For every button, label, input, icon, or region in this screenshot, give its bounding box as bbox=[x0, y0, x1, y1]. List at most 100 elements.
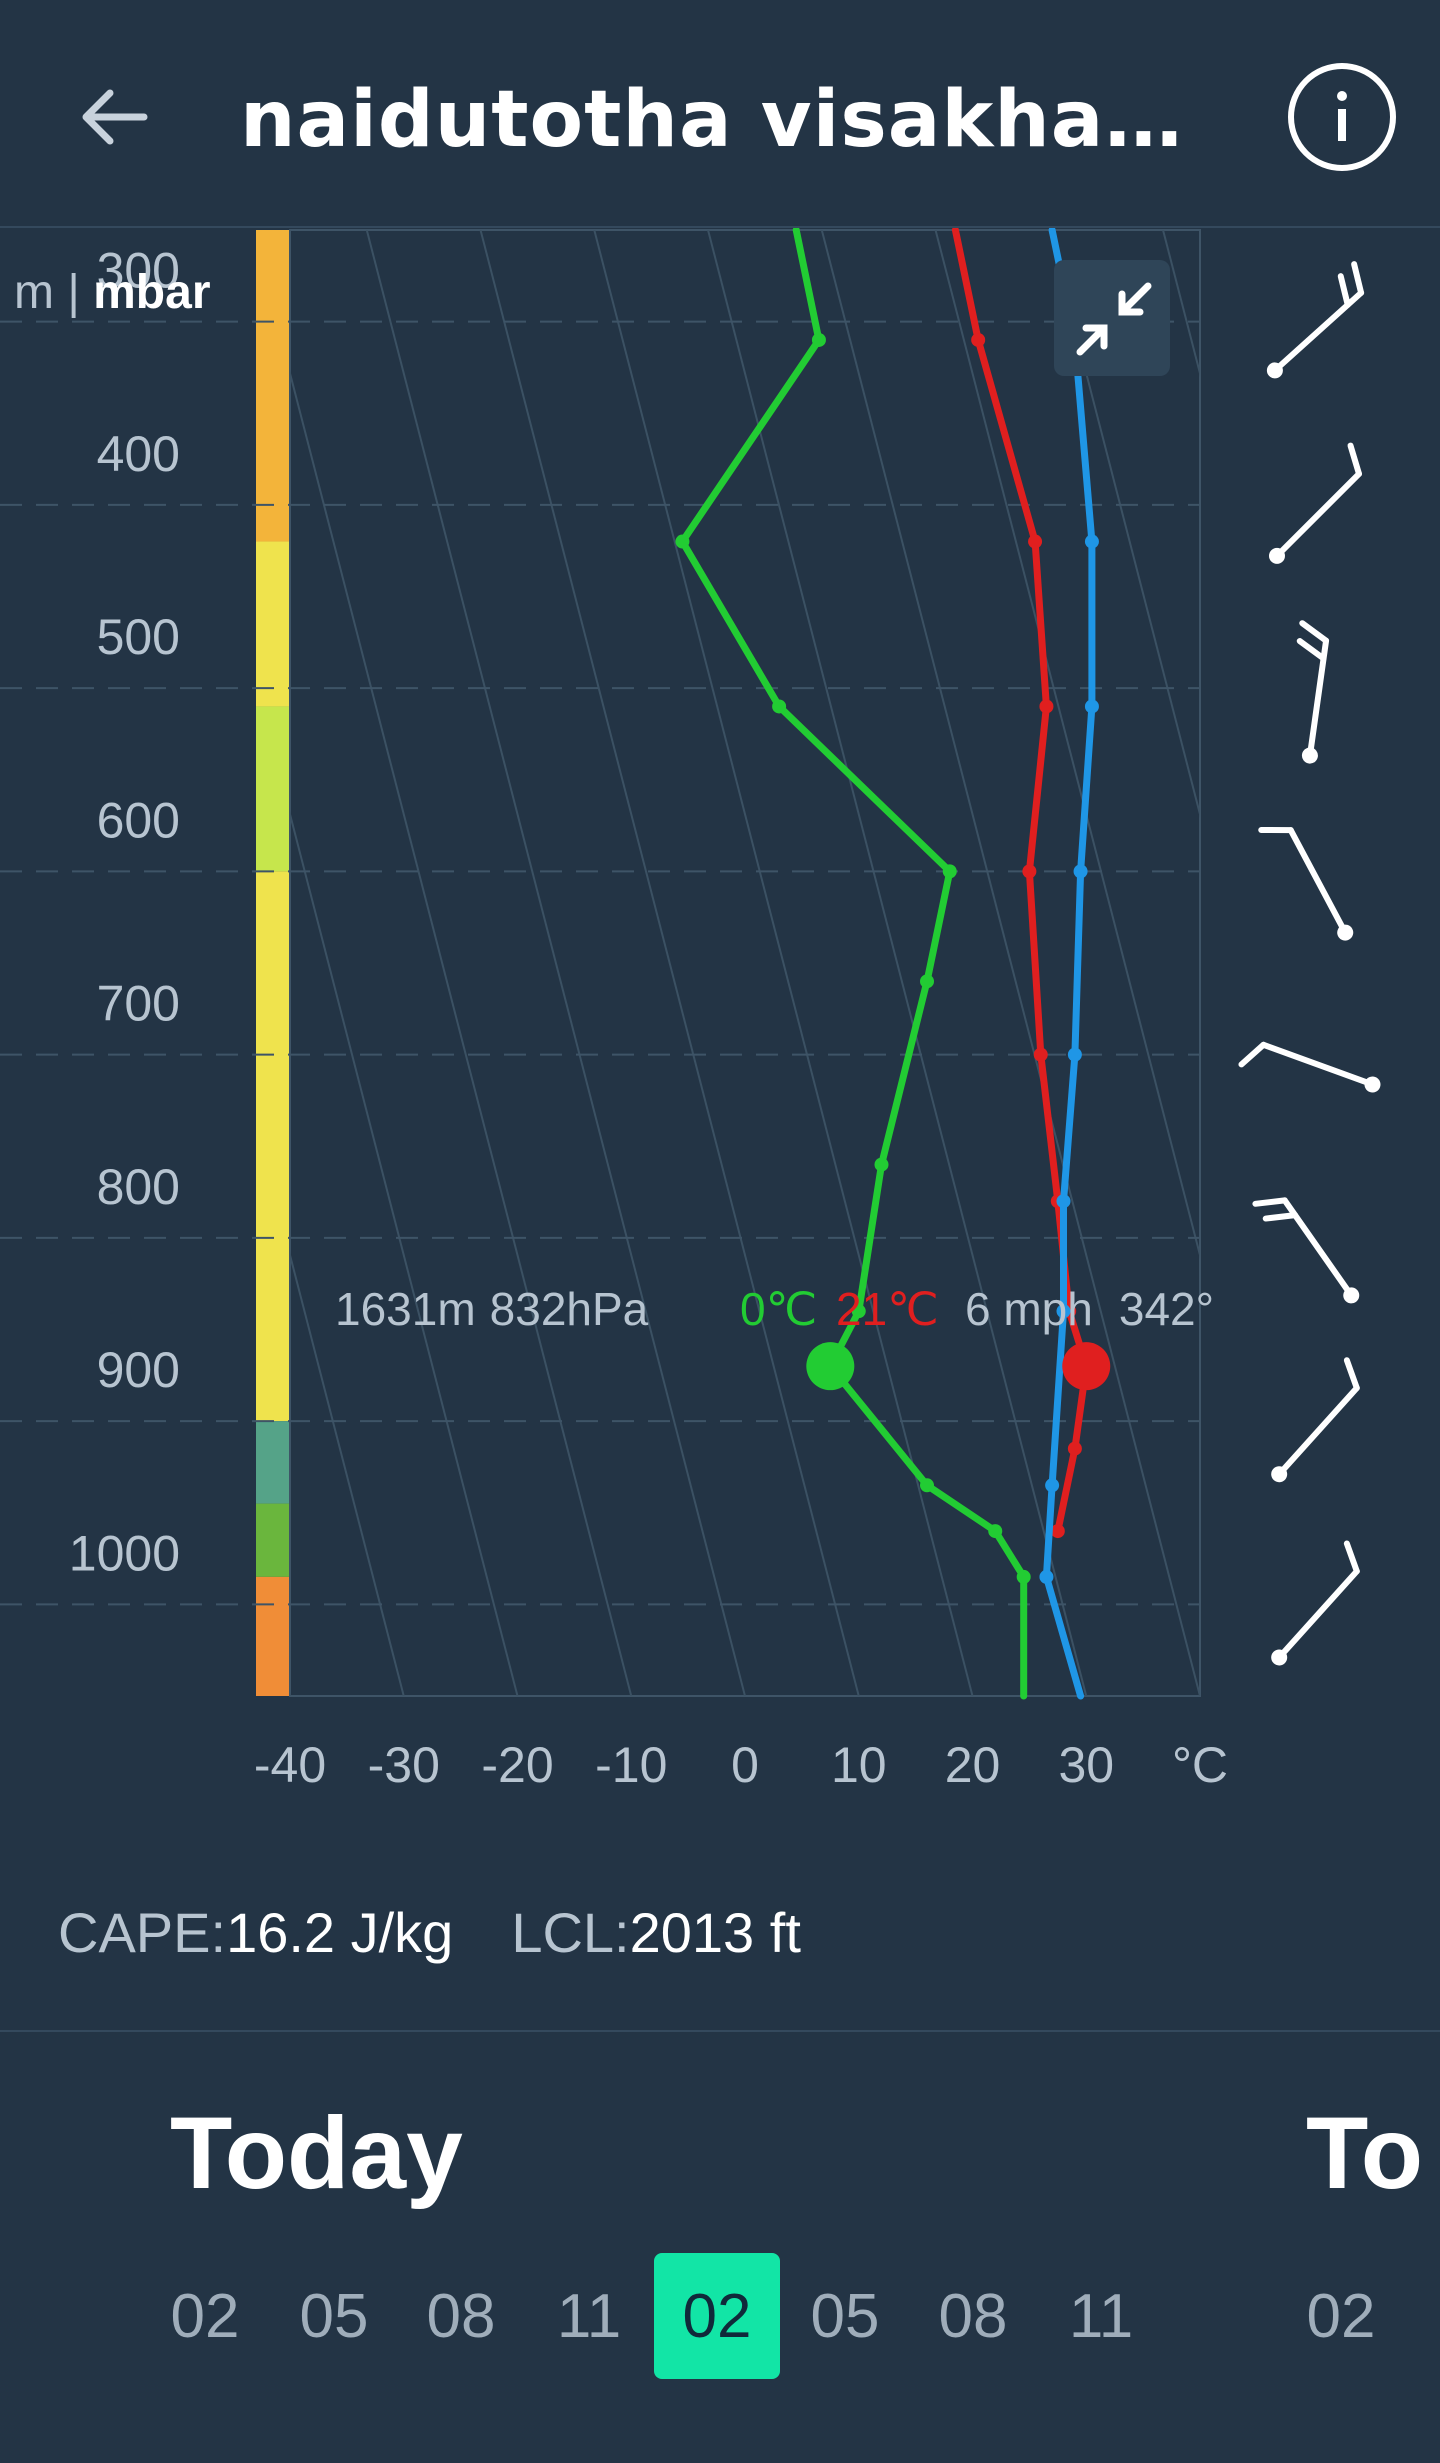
series-point-2 bbox=[1073, 864, 1088, 879]
series-point-0 bbox=[874, 1157, 889, 1172]
isotherm-line bbox=[1162, 230, 1200, 378]
day-label-next: To bbox=[1306, 2096, 1424, 2210]
cursor-readout: 1631m 832hPa 0℃ 21℃ 6 mph 342° bbox=[335, 1283, 1214, 1335]
series-point-1 bbox=[1033, 1047, 1048, 1062]
wind-barb-icon bbox=[1271, 1540, 1360, 1666]
isotherm-line bbox=[479, 230, 860, 1696]
series-line-0 bbox=[678, 228, 1028, 1700]
series-point-0 bbox=[851, 1304, 866, 1319]
series-point-1 bbox=[1039, 699, 1054, 714]
series-point-0 bbox=[772, 699, 787, 714]
y-tick-label: 1000 bbox=[69, 1525, 180, 1581]
cape-label: CAPE: bbox=[58, 1901, 227, 1964]
series-point-0 bbox=[920, 974, 934, 989]
wind-barb-icon bbox=[1252, 1197, 1360, 1304]
height-band bbox=[256, 871, 290, 1422]
series-point-1 bbox=[971, 332, 986, 347]
hour-option[interactable]: 05 bbox=[299, 2281, 369, 2351]
x-tick-label: 20 bbox=[945, 1737, 1001, 1788]
y-tick-label: 400 bbox=[97, 426, 180, 482]
height-band bbox=[256, 541, 290, 707]
series-point-2 bbox=[1056, 1304, 1071, 1319]
x-tick-label: -20 bbox=[481, 1737, 553, 1788]
highlight-marker bbox=[806, 1342, 855, 1391]
wind-barb-icon bbox=[1238, 1041, 1381, 1093]
wind-barb-icon bbox=[1271, 1357, 1360, 1483]
info-icon bbox=[1337, 91, 1347, 141]
arrow-left-icon bbox=[82, 89, 148, 145]
stats-row: CAPE:16.2 J/kg LCL:2013 ft bbox=[58, 1893, 859, 1973]
series-line-1 bbox=[951, 228, 1090, 1535]
hour-option[interactable]: 08 bbox=[938, 2281, 1008, 2351]
hour-option[interactable]: 02 bbox=[1306, 2281, 1376, 2351]
series-point-1 bbox=[1028, 534, 1043, 549]
isotherm-grid bbox=[290, 230, 1440, 1696]
readout-temperature: 21℃ bbox=[836, 1283, 939, 1335]
series-point-2 bbox=[1039, 1569, 1054, 1584]
isotherm-line bbox=[593, 230, 974, 1696]
hour-option[interactable]: 11 bbox=[556, 2281, 622, 2351]
y-tick-label: 500 bbox=[97, 609, 180, 665]
series-point-2 bbox=[1067, 1047, 1082, 1062]
readout-dewpoint: 0℃ bbox=[740, 1283, 817, 1335]
series-point-2 bbox=[1045, 1478, 1060, 1493]
x-tick-label: -40 bbox=[254, 1737, 326, 1788]
series-point-1 bbox=[1050, 1524, 1065, 1539]
series-point-2 bbox=[1084, 534, 1099, 549]
info-button[interactable] bbox=[1288, 63, 1396, 171]
series-point-1 bbox=[1067, 1441, 1082, 1456]
series-point-0 bbox=[988, 1524, 1003, 1539]
hour-option[interactable]: 11 bbox=[1068, 2281, 1134, 2351]
x-tick-label: 10 bbox=[831, 1737, 887, 1788]
lcl-value: 2013 ft bbox=[629, 1901, 801, 1964]
hour-option[interactable]: 08 bbox=[426, 2281, 496, 2351]
readout-wind-direction: 342° bbox=[1119, 1283, 1214, 1335]
readout-pressure: 832hPa bbox=[490, 1283, 649, 1335]
day-label-today: Today bbox=[170, 2096, 463, 2210]
isotherm-line bbox=[820, 230, 1200, 1696]
divider bbox=[0, 2030, 1440, 2032]
collapse-button[interactable] bbox=[1054, 260, 1170, 376]
highlight-marker bbox=[1062, 1342, 1111, 1391]
series-point-2 bbox=[1084, 699, 1099, 714]
y-tick-label: 600 bbox=[97, 792, 180, 848]
hour-option[interactable]: 02 bbox=[170, 2281, 240, 2351]
height-band bbox=[256, 706, 290, 872]
lcl-label: LCL: bbox=[511, 1901, 630, 1964]
series-point-2 bbox=[1056, 1194, 1071, 1209]
isotherm-line bbox=[934, 230, 1200, 1260]
series-point-0 bbox=[811, 332, 826, 347]
series-point-0 bbox=[1016, 1569, 1031, 1584]
isotherm-line bbox=[290, 1251, 405, 1696]
height-band bbox=[256, 1421, 290, 1504]
readout-wind-speed: 6 mph bbox=[965, 1283, 1093, 1335]
page-title: naidutotha visakhapa… bbox=[240, 75, 1230, 165]
y-tick-label: 800 bbox=[97, 1159, 180, 1215]
y-tick-label: 900 bbox=[97, 1342, 180, 1398]
series-point-1 bbox=[1022, 864, 1037, 879]
y-tick-label: 700 bbox=[97, 976, 180, 1032]
height-band bbox=[256, 1576, 290, 1696]
x-axis-unit-label: °C bbox=[1172, 1737, 1228, 1788]
isotherm-line bbox=[1048, 230, 1200, 819]
isotherm-line bbox=[1391, 230, 1440, 1696]
wind-barb-icon bbox=[1296, 620, 1330, 764]
height-band bbox=[256, 1503, 290, 1577]
hour-option[interactable]: 05 bbox=[810, 2281, 880, 2351]
hour-option-selected[interactable]: 02 bbox=[654, 2253, 780, 2379]
y-tick-label: 300 bbox=[97, 243, 180, 299]
readout-height: 1631m bbox=[335, 1283, 476, 1335]
isotherm-line bbox=[1277, 230, 1440, 1696]
wind-barb-icon bbox=[1266, 261, 1365, 379]
cape-value: 16.2 J/kg bbox=[226, 1901, 454, 1964]
y-units-label: m | mbar bbox=[14, 266, 211, 319]
back-button[interactable] bbox=[68, 72, 158, 162]
isotherm-line bbox=[290, 810, 519, 1696]
x-tick-label: 30 bbox=[1058, 1737, 1114, 1788]
isotherm-line bbox=[290, 369, 633, 1696]
isotherm-line bbox=[365, 230, 746, 1696]
x-tick-label: -10 bbox=[595, 1737, 667, 1788]
